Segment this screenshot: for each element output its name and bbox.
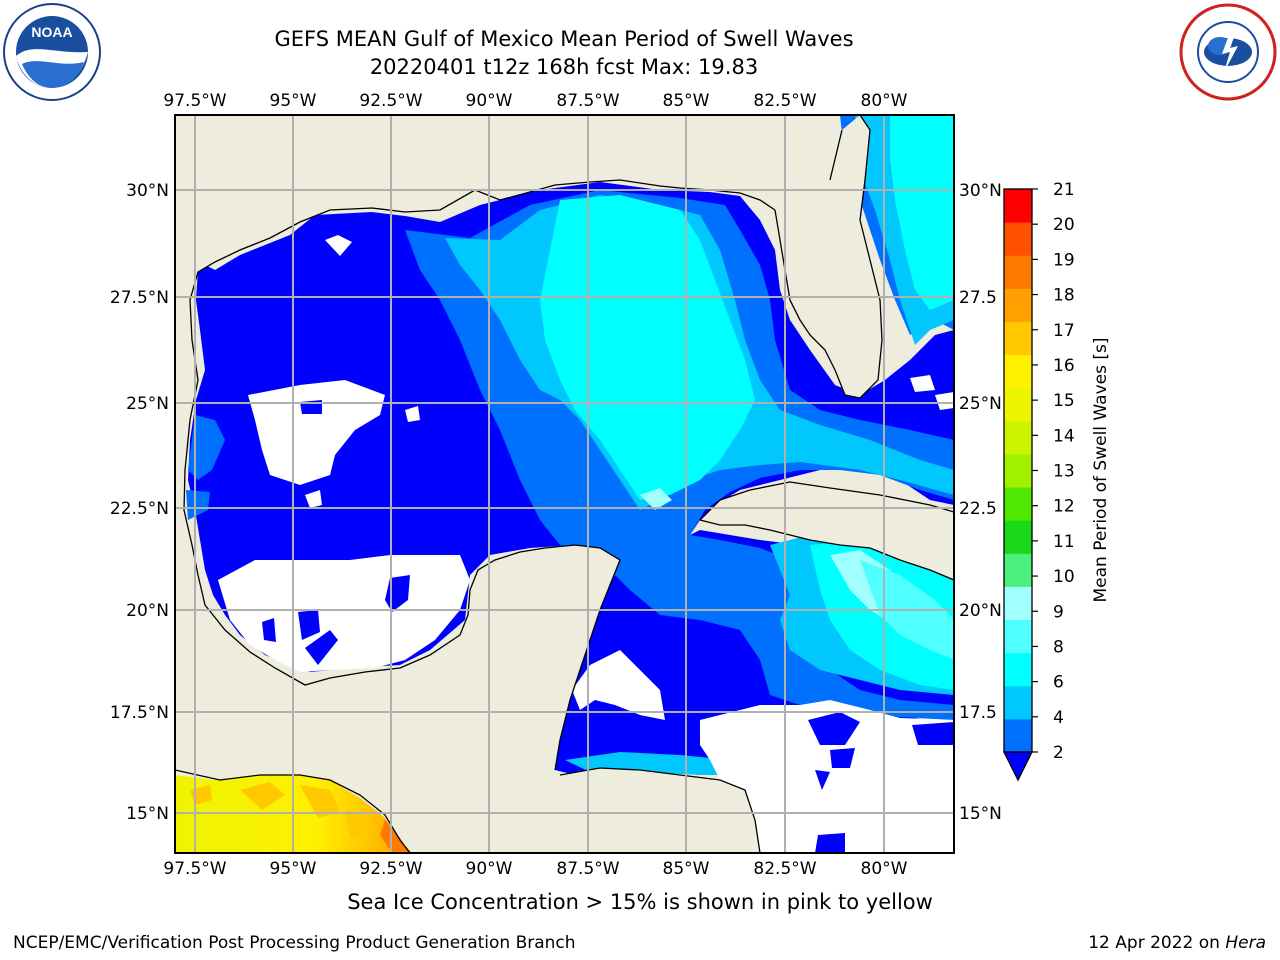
colorbar-segment: [1004, 222, 1032, 256]
lat-tick-right: 25°N: [959, 394, 1002, 414]
footer-host: Hera: [1225, 933, 1266, 953]
colorbar-tick-label: 15: [1053, 391, 1075, 411]
lat-tick-right: 20°N: [959, 601, 1002, 621]
lat-tick-right: 17.5: [959, 703, 997, 723]
colorbar-segment: [1004, 255, 1032, 289]
colorbar-segment: [1004, 387, 1032, 422]
lat-ticks-left: 30°N 27.5°N 25°N 22.5°N 20°N 17.5°N 15°N: [110, 181, 169, 824]
lat-tick-right: 22.5: [959, 499, 997, 519]
chart-subtitle: 20220401 t12z 168h fcst Max: 19.83: [369, 55, 759, 79]
lon-tick-bottom: 87.5°W: [556, 859, 619, 879]
colorbar-segment: [1004, 420, 1032, 455]
lat-ticks-right: 30°N 27.5 25°N 22.5 20°N 17.5 15°N: [959, 181, 1002, 824]
lon-tick-bottom: 82.5°W: [753, 859, 816, 879]
lat-tick-right: 27.5: [959, 288, 997, 308]
lat-tick-left: 25°N: [126, 394, 169, 414]
colorbar-tick-label: 16: [1053, 356, 1075, 376]
lat-tick-left: 15°N: [126, 804, 169, 824]
lon-tick-top: 95°W: [270, 91, 317, 111]
colorbar-segment: [1004, 189, 1032, 223]
colorbar-segment: [1004, 487, 1032, 521]
colorbar-tick-label: 8: [1053, 637, 1064, 657]
colorbar-tick-label: 19: [1053, 250, 1075, 270]
lon-tick-bottom: 80°W: [861, 859, 908, 879]
colorbar-segment: [1004, 553, 1032, 587]
lon-tick-top: 92.5°W: [359, 91, 422, 111]
map-area: [175, 115, 954, 853]
lat-tick-left: 20°N: [126, 601, 169, 621]
lon-tick-top: 80°W: [861, 91, 908, 111]
colorbar-tick-label: 12: [1053, 497, 1075, 517]
nws-logo-icon: [1179, 3, 1277, 101]
lon-ticks-bottom: 97.5°W 95°W 92.5°W 90°W 87.5°W 85°W 82.5…: [163, 859, 907, 879]
lat-tick-left: 22.5°N: [110, 499, 169, 519]
colorbar-segment: [1004, 619, 1032, 654]
lon-tick-top: 87.5°W: [556, 91, 619, 111]
colorbar: 2 4 6 8 9 10 11 12 13 14 15 16 17 18 19 20 21: [1002, 180, 1075, 782]
lon-ticks-top: 97.5°W 95°W 92.5°W 90°W 87.5°W 85°W 82.5…: [163, 91, 907, 111]
colorbar-tick-label: 13: [1053, 462, 1075, 482]
swell-band-6-8: [540, 195, 755, 500]
colorbar-segment: [1004, 652, 1032, 687]
colorbar-tick-label: 14: [1053, 426, 1075, 446]
footer-date: 12 Apr 2022 on Hera: [1088, 933, 1266, 953]
colorbar-tick-label: 4: [1053, 708, 1064, 728]
lon-tick-bottom: 95°W: [270, 859, 317, 879]
colorbar-segment: [1004, 321, 1032, 356]
coastlines: [175, 115, 954, 853]
lon-tick-bottom: 97.5°W: [163, 859, 226, 879]
colorbar-segment: [1004, 718, 1032, 753]
colorbar-tick-label: 6: [1053, 673, 1064, 693]
colorbar-tick-label: 2: [1053, 743, 1064, 763]
lat-tick-left: 17.5°N: [110, 703, 169, 723]
colorbar-label: Mean Period of Swell Waves [s]: [1091, 338, 1111, 603]
colorbar-tick-label: 21: [1053, 180, 1075, 200]
lon-tick-bottom: 90°W: [466, 859, 513, 879]
colorbar-under-arrow: [1002, 751, 1034, 782]
lon-tick-top: 90°W: [466, 91, 513, 111]
noaa-logo-icon: NOAA: [3, 3, 101, 101]
colorbar-tick-label: 17: [1053, 321, 1075, 341]
map-frame: [174, 114, 955, 854]
colorbar-tick-label: 18: [1053, 286, 1075, 306]
lat-tick-left: 27.5°N: [110, 288, 169, 308]
lon-tick-bottom: 85°W: [663, 859, 710, 879]
noaa-logo-text: NOAA: [31, 24, 72, 40]
lon-tick-bottom: 92.5°W: [359, 859, 422, 879]
lat-tick-left: 30°N: [126, 181, 169, 201]
lon-tick-top: 82.5°W: [753, 91, 816, 111]
chart-title: GEFS MEAN Gulf of Mexico Mean Period of …: [274, 27, 854, 51]
footer-credit: NCEP/EMC/Verification Post Processing Pr…: [13, 933, 576, 953]
colorbar-segment: [1004, 453, 1032, 488]
lon-tick-top: 85°W: [663, 91, 710, 111]
colorbar-segment: [1004, 685, 1032, 720]
lon-tick-top: 97.5°W: [163, 91, 226, 111]
colorbar-tick-label: 11: [1053, 532, 1075, 552]
lat-tick-right: 30°N: [959, 181, 1002, 201]
colorbar-segment: [1004, 586, 1032, 621]
footer-date-text: 12 Apr 2022 on: [1088, 933, 1226, 953]
lat-tick-right: 15°N: [959, 804, 1002, 824]
colorbar-segment: [1004, 520, 1032, 554]
colorbar-tick-label: 20: [1053, 215, 1075, 235]
sea-ice-note: Sea Ice Concentration > 15% is shown in …: [347, 890, 933, 914]
colorbar-tick-label: 10: [1053, 567, 1075, 587]
colorbar-segment: [1004, 288, 1032, 322]
colorbar-segment: [1004, 354, 1032, 389]
gridlines: [175, 115, 954, 853]
colorbar-tick-label: 9: [1053, 602, 1064, 622]
